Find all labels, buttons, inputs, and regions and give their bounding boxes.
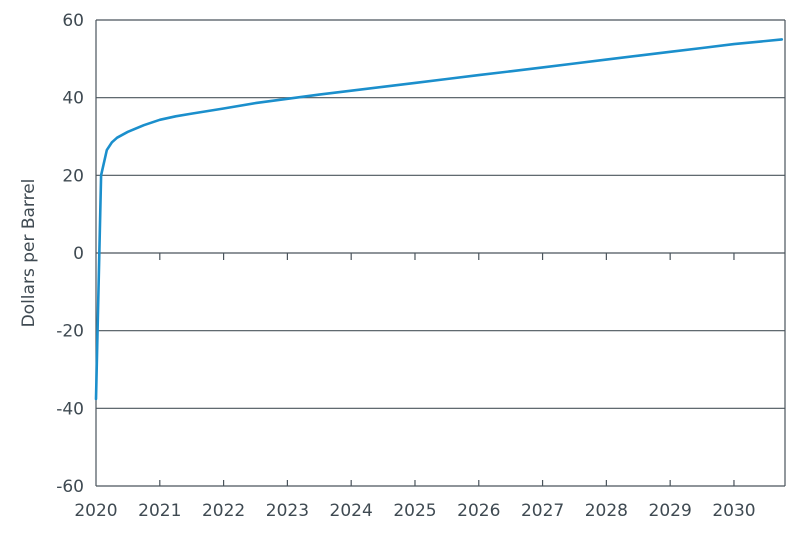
x-tick-label-2029: 2029 — [649, 501, 692, 521]
x-tick-label-2026: 2026 — [457, 501, 500, 521]
gridlines — [96, 97, 785, 409]
x-tick-label-2027: 2027 — [521, 501, 564, 521]
y-tick-label--40: -40 — [56, 399, 84, 419]
series-line-0 — [94, 38, 784, 401]
x-tick-label-2030: 2030 — [712, 501, 755, 521]
y-axis-tick-labels: 60 40 20 0 -20 -40 -60 — [56, 11, 84, 497]
y-tick-label-40: 40 — [62, 89, 84, 109]
x-tick-label-2020: 2020 — [74, 501, 117, 521]
x-tick-label-2028: 2028 — [585, 501, 628, 521]
y-tick-label-60: 60 — [62, 11, 84, 31]
y-tick-label-20: 20 — [62, 166, 84, 186]
y-tick-label--20: -20 — [56, 322, 84, 342]
x-tick-label-2021: 2021 — [138, 501, 181, 521]
y-tick-label--60: -60 — [56, 477, 84, 497]
x-tick-label-2023: 2023 — [266, 501, 309, 521]
series-group — [94, 38, 784, 401]
x-tick-label-2024: 2024 — [330, 501, 373, 521]
x-axis-tick-labels: 2020 2021 2022 2023 2024 2025 2026 2027 2028 2029… — [74, 501, 755, 521]
x-axis-ticks — [159, 253, 735, 486]
y-axis-title: Dollars per Barrel — [19, 179, 39, 328]
y-tick-label-0: 0 — [73, 244, 84, 264]
x-tick-label-2025: 2025 — [393, 501, 436, 521]
x-tick-label-2022: 2022 — [202, 501, 245, 521]
